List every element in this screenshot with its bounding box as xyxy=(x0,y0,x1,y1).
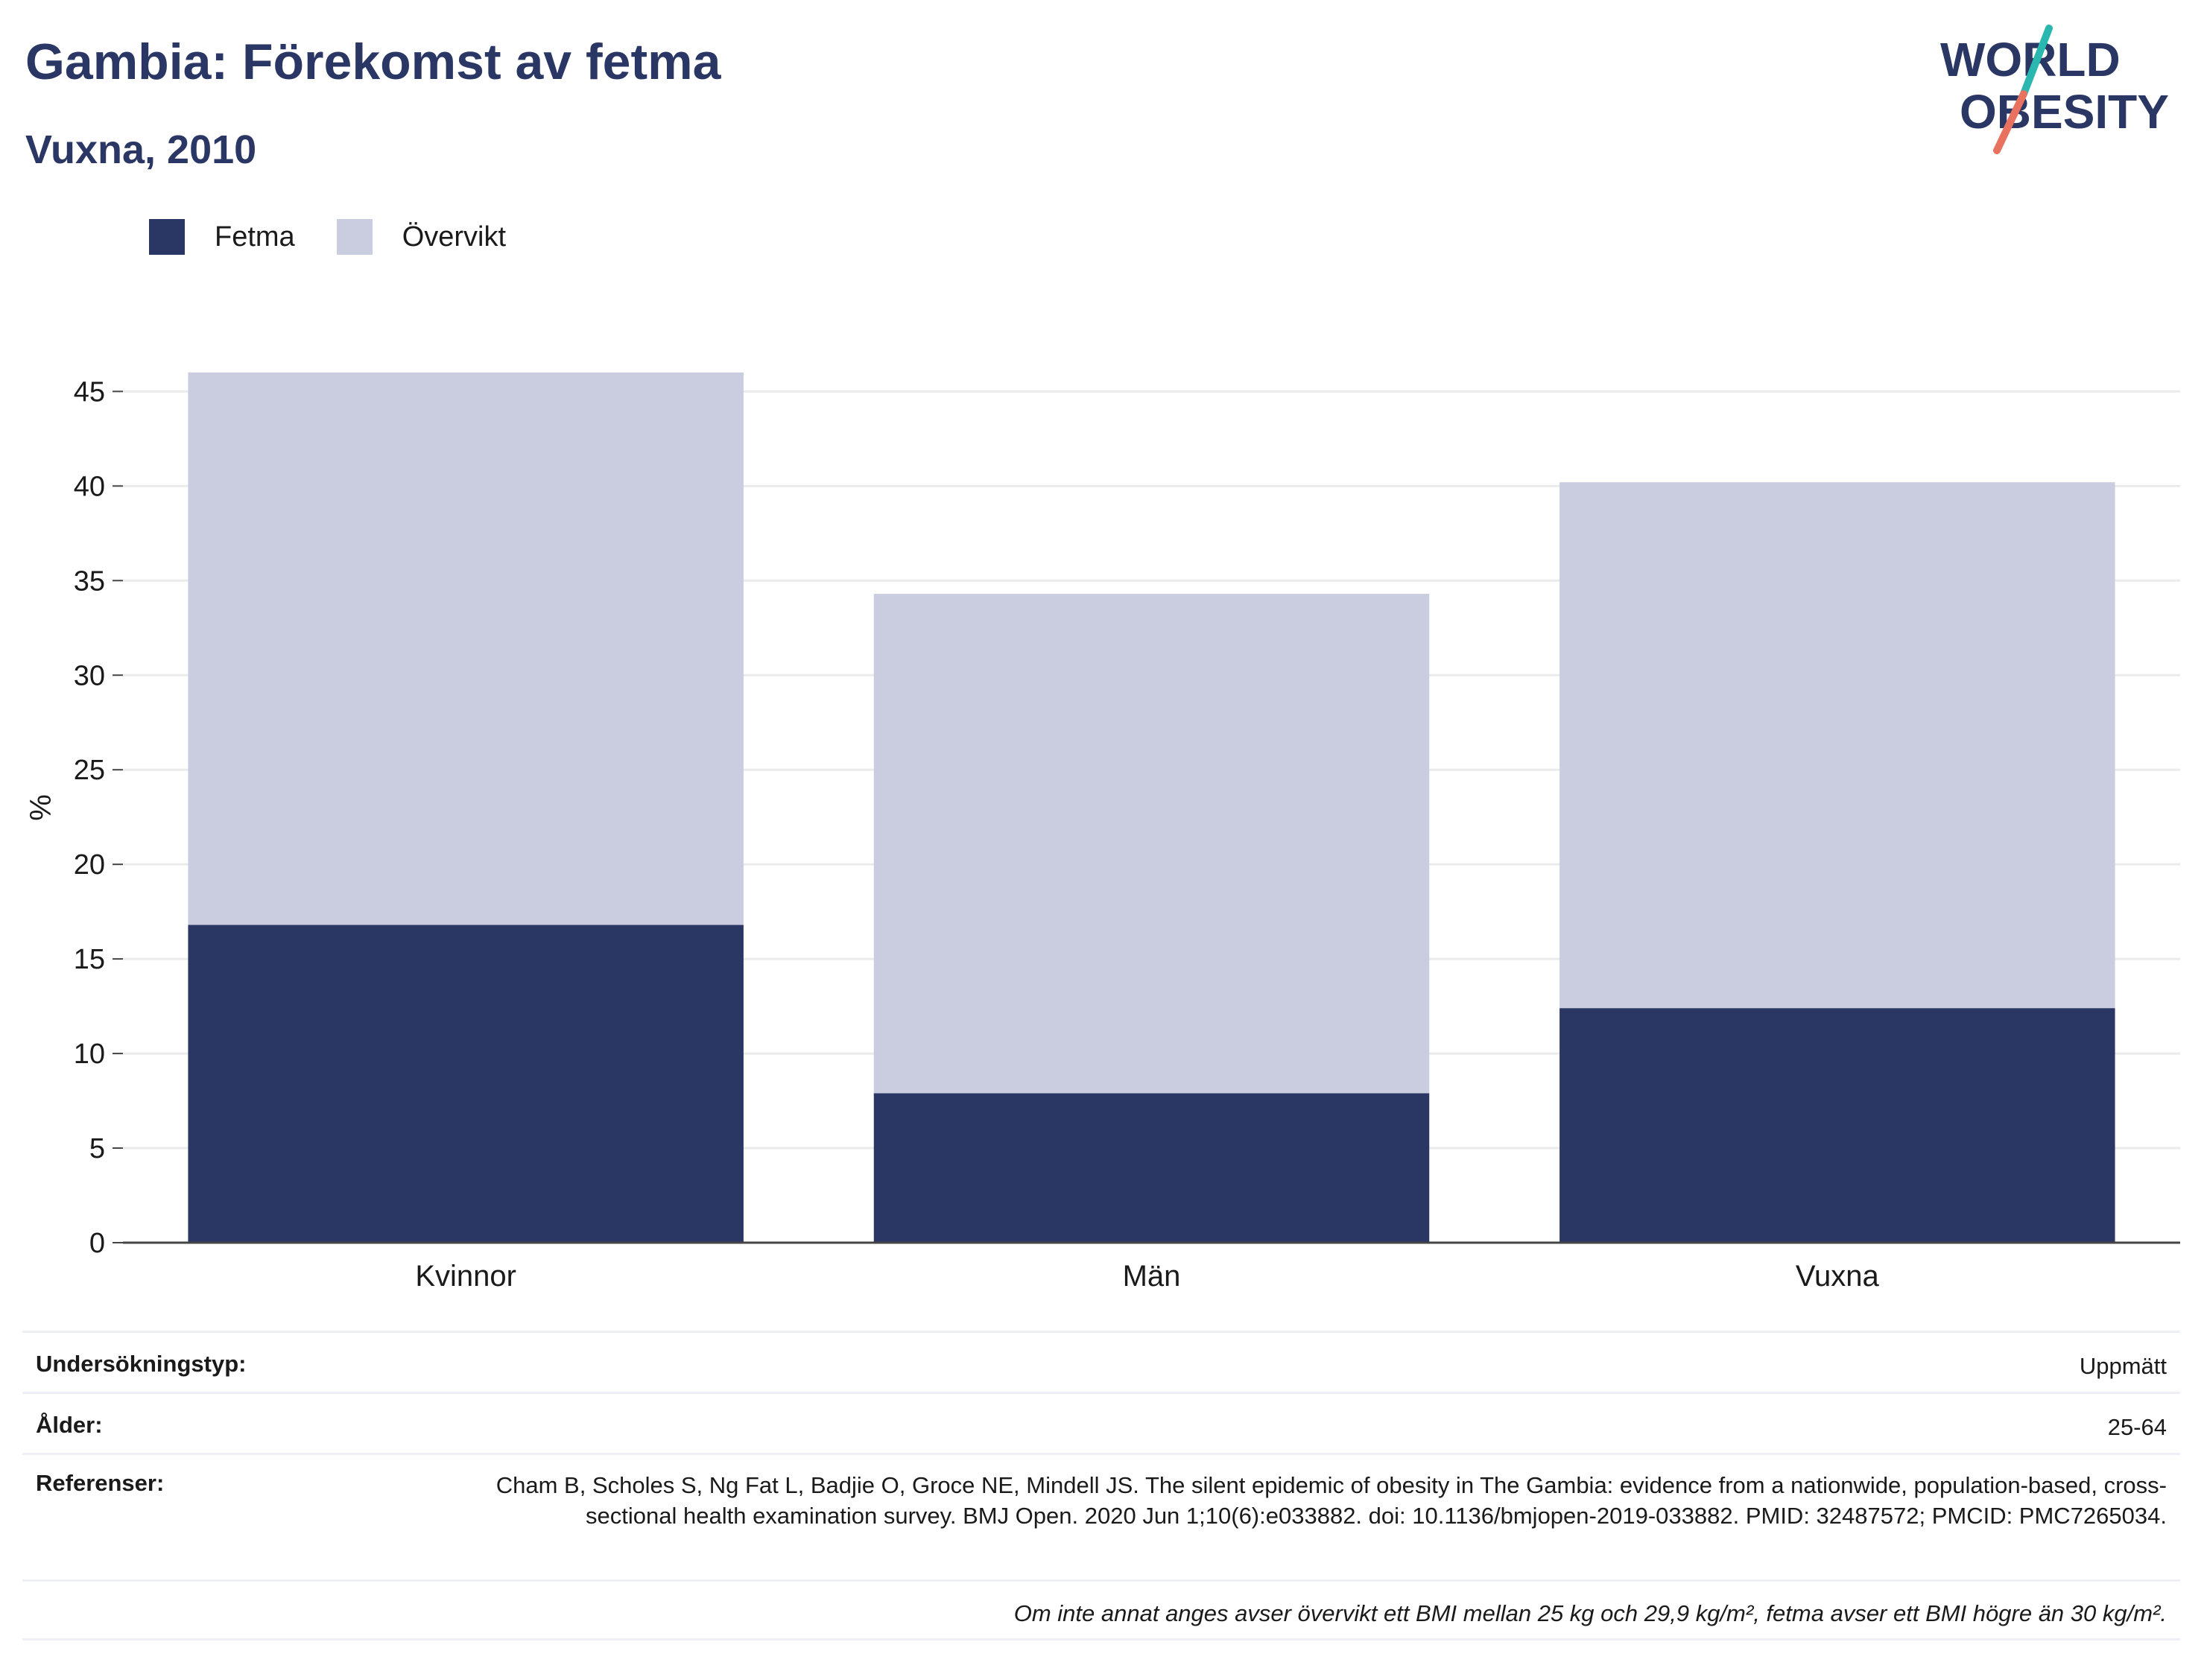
references-label: Referenser: xyxy=(36,1470,165,1496)
bar--vervikt-kvinnor xyxy=(188,373,744,925)
legend-item-overvikt[interactable]: Övervikt xyxy=(336,219,507,255)
y-tick-label-5: 5 xyxy=(89,1133,105,1164)
metadata-row-survey-type: Undersökningstyp: Uppmätt xyxy=(22,1331,2180,1392)
chart-title: Gambia: Förekomst av fetma xyxy=(25,34,721,90)
y-tick-label-35: 35 xyxy=(74,565,105,597)
legend-swatch-overvikt xyxy=(336,219,373,255)
y-tick-label-20: 20 xyxy=(74,849,105,881)
chart-legend: Fetma Övervikt xyxy=(149,219,548,255)
metadata-row-age: Ålder: 25-64 xyxy=(22,1392,2180,1453)
legend-item-fetma[interactable]: Fetma xyxy=(149,219,295,255)
y-axis-title: % xyxy=(25,794,57,821)
legend-label-fetma: Fetma xyxy=(215,221,295,253)
age-label: Ålder: xyxy=(36,1412,103,1438)
legend-swatch-fetma xyxy=(149,219,185,255)
chart-subtitle: Vuxna, 2010 xyxy=(25,127,257,172)
legend-label-overvikt: Övervikt xyxy=(402,221,507,253)
metadata-row-references: Referenser: Cham B, Scholes S, Ng Fat L,… xyxy=(22,1453,2180,1579)
age-value: 25-64 xyxy=(2107,1414,2167,1440)
bar--vervikt-m-n xyxy=(873,594,1430,1094)
survey-type-label: Undersökningstyp: xyxy=(36,1351,247,1377)
bar--vervikt-vuxna xyxy=(1559,482,2115,1009)
y-tick-label-15: 15 xyxy=(74,944,105,975)
definition-note: Om inte annat anges avser övervikt ett B… xyxy=(1013,1600,2167,1626)
y-tick-label-45: 45 xyxy=(74,376,105,408)
logo-slash-top xyxy=(2020,25,2053,98)
logo-slash-bottom xyxy=(1993,90,2027,154)
bar-fetma-vuxna xyxy=(1559,1008,2115,1243)
bar-fetma-m-n xyxy=(873,1093,1430,1243)
y-tick-label-30: 30 xyxy=(74,660,105,691)
stacked-bar-chart: 0 5 10 15 20 25 30 35 40 45% Kvinnor Män Vuxna xyxy=(25,373,2180,1293)
bar-fetma-kvinnor xyxy=(188,925,744,1243)
y-tick-label-0: 0 xyxy=(89,1228,105,1259)
world-obesity-logo: WORLD OBESITY xyxy=(1940,25,2169,154)
y-tick-label-10: 10 xyxy=(74,1039,105,1070)
metadata-row-note: Om inte annat anges avser övervikt ett B… xyxy=(22,1579,2180,1641)
x-tick-label-0: Kvinnor xyxy=(415,1260,516,1293)
references-value: Cham B, Scholes S, Ng Fat L, Badjie O, G… xyxy=(495,1472,2167,1529)
x-tick-label-1: Män xyxy=(1123,1260,1181,1293)
y-tick-label-40: 40 xyxy=(74,471,105,502)
logo-line-2: OBESITY xyxy=(1960,85,2169,139)
y-tick-label-25: 25 xyxy=(74,755,105,786)
survey-type-value: Uppmätt xyxy=(2079,1353,2167,1379)
x-tick-label-2: Vuxna xyxy=(1796,1260,1880,1293)
metadata-table: Undersökningstyp: Uppmätt Ålder: 25-64 R… xyxy=(22,1331,2180,1641)
